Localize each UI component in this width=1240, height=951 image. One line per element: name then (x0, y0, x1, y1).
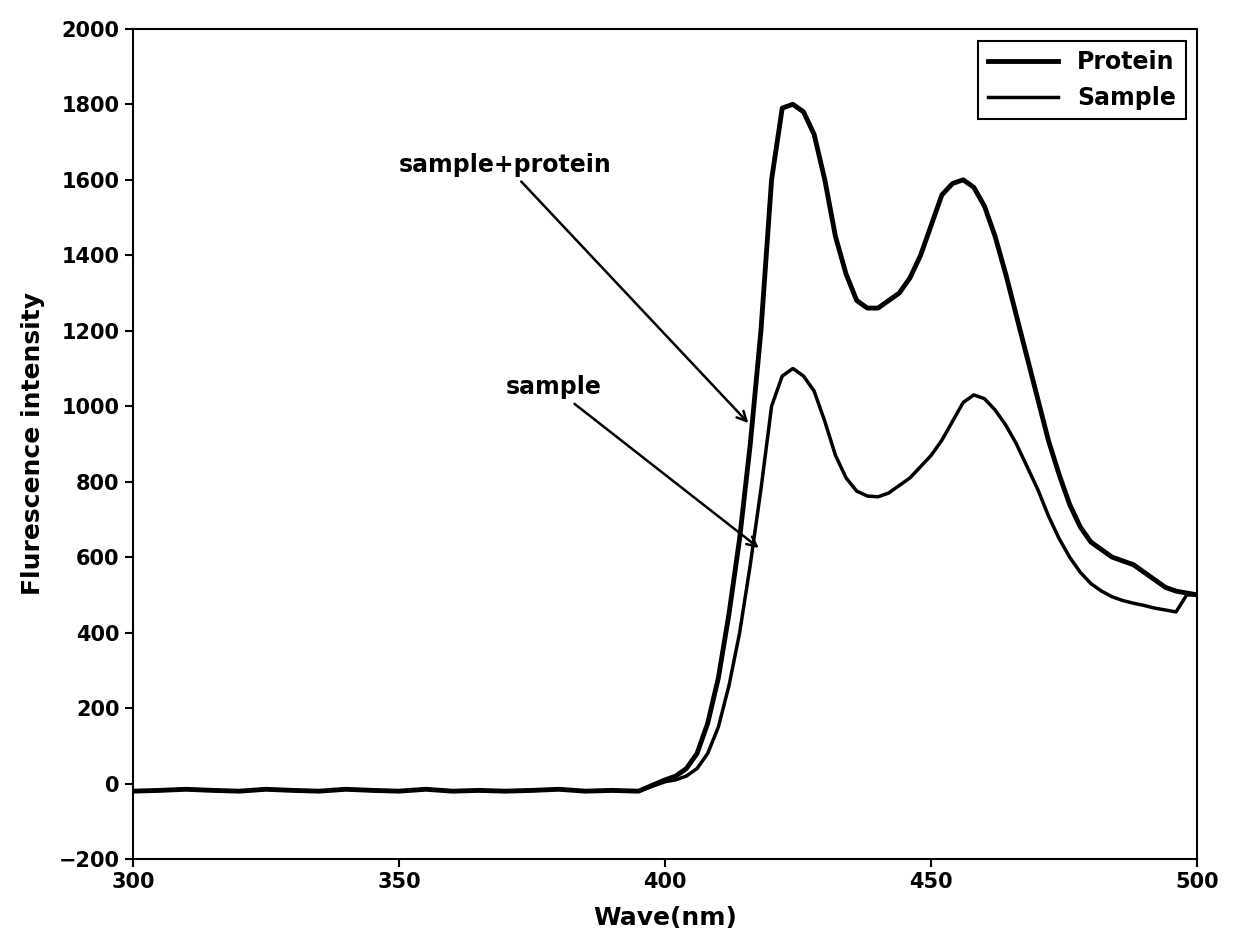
Line: Protein: Protein (133, 105, 1198, 791)
Sample (1158, 604, 1173, 615)
Sample (657, 776, 672, 787)
X-axis label: Wave(nm): Wave(nm) (593, 906, 737, 930)
Y-axis label: Flurescence intensity: Flurescence intensity (21, 293, 45, 595)
Protein (1019, 352, 1034, 363)
Text: sample: sample (506, 376, 756, 546)
Text: sample+protein: sample+protein (399, 153, 746, 421)
Sample (125, 786, 140, 797)
Sample (179, 784, 193, 795)
Protein (1158, 582, 1173, 593)
Protein (657, 774, 672, 786)
Protein (817, 174, 832, 185)
Sample (903, 473, 918, 484)
Line: Sample: Sample (133, 368, 1198, 791)
Protein (785, 99, 800, 110)
Protein (179, 784, 193, 795)
Protein (1190, 590, 1205, 601)
Sample (1190, 590, 1205, 601)
Protein (125, 786, 140, 797)
Sample (1019, 461, 1034, 473)
Sample (817, 416, 832, 427)
Sample (785, 362, 800, 374)
Legend: Protein, Sample: Protein, Sample (978, 41, 1185, 119)
Protein (903, 272, 918, 283)
